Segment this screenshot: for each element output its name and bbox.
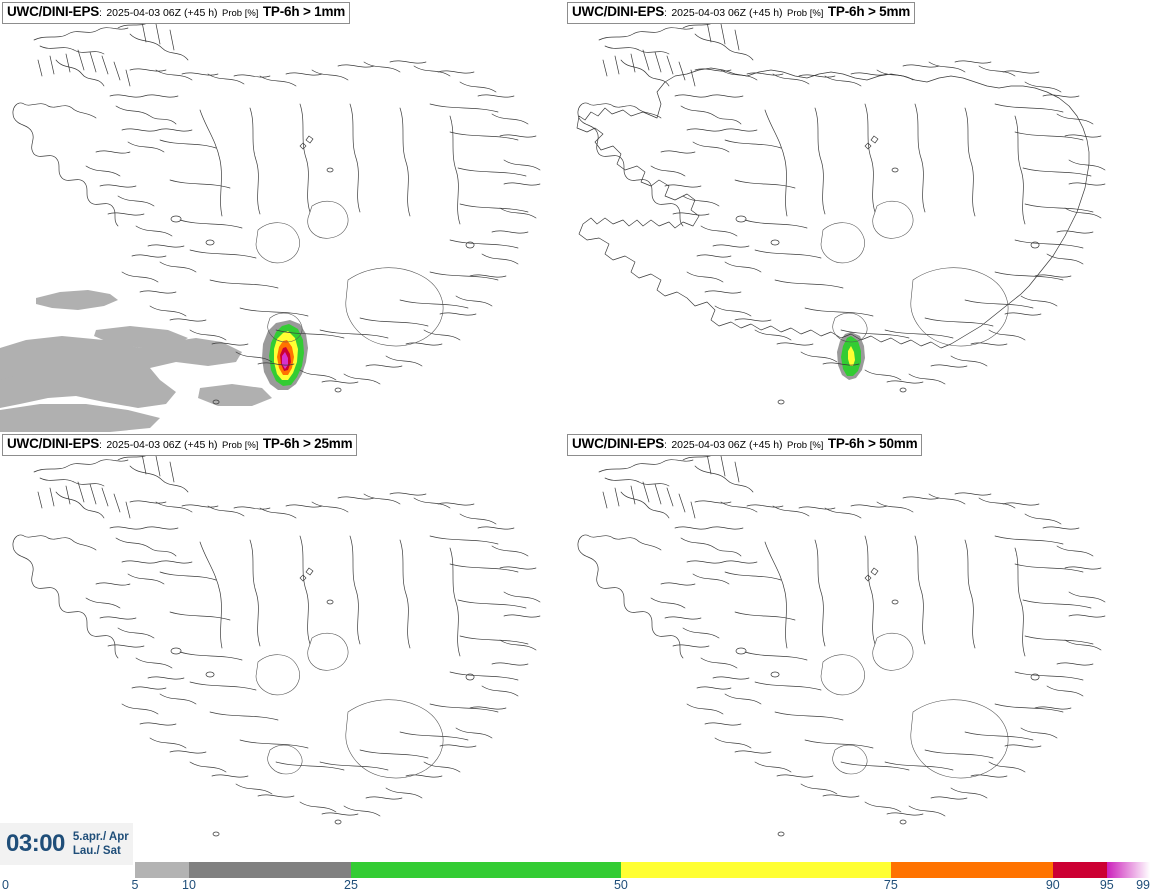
colorbar-segment-5-10 (135, 862, 189, 878)
precip-core-5mm (837, 332, 865, 380)
field-threshold: TP-6h > 50mm (827, 436, 918, 451)
colorbar-tick-75: 75 (883, 878, 898, 891)
probability-colorbar: 0 5 10 25 50 75 90 95 99 (0, 858, 1150, 891)
colorbar-segment-10-25 (188, 862, 351, 878)
colorbar-tick-5: 5 (131, 878, 139, 891)
colorbar-segment-25-50 (350, 862, 621, 878)
colorbar-segment-95-99 (1106, 862, 1150, 878)
model-name: UWC/DINI-EPS (7, 436, 100, 451)
quantity-label: Prob [%] (787, 440, 824, 451)
colorbar-strip (135, 862, 1150, 878)
colorbar-ticks: 0 5 10 25 50 75 90 95 99 (0, 878, 1150, 891)
run-time: 2025-04-03 06Z (+45 h) (671, 439, 783, 451)
colorbar-segment-50-75 (620, 862, 891, 878)
panel-title-1mm: UWC/DINI-EPS: 2025-04-03 06Z (+45 h) Pro… (2, 2, 351, 24)
map-canvas-5mm[interactable] (565, 0, 1140, 432)
precip-core-1mm (262, 320, 308, 390)
prob-field-5mm (837, 332, 865, 380)
field-threshold: TP-6h > 25mm (262, 436, 353, 451)
colorbar-tick-50: 50 (613, 878, 628, 891)
panel-title-5mm: UWC/DINI-EPS: 2025-04-03 06Z (+45 h) Pro… (567, 2, 916, 24)
field-threshold: TP-6h > 1mm (262, 4, 346, 19)
valid-time-box: 03:00 5.apr./ Apr Lau./ Sat (0, 823, 133, 865)
quantity-label: Prob [%] (222, 440, 259, 451)
panel-title-50mm: UWC/DINI-EPS: 2025-04-03 06Z (+45 h) Pro… (567, 434, 923, 456)
valid-time-date-line2: Lau./ Sat (72, 845, 121, 857)
title-separator: : (664, 8, 667, 19)
panel-1mm[interactable]: UWC/DINI-EPS: 2025-04-03 06Z (+45 h) Pro… (0, 0, 575, 432)
iceland-coastline (576, 19, 1106, 405)
colorbar-tick-99: 99 (1136, 878, 1150, 891)
panel-25mm[interactable]: UWC/DINI-EPS: 2025-04-03 06Z (+45 h) Pro… (0, 432, 575, 864)
title-separator: : (99, 440, 102, 451)
quantity-label: Prob [%] (787, 8, 824, 19)
colorbar-segment-90-95 (1052, 862, 1107, 878)
model-name: UWC/DINI-EPS (572, 4, 665, 19)
model-name: UWC/DINI-EPS (572, 436, 665, 451)
colorbar-tick-90: 90 (1045, 878, 1060, 891)
valid-time-date: 5.apr./ Apr Lau./ Sat (73, 830, 129, 859)
field-threshold: TP-6h > 5mm (827, 4, 911, 19)
map-canvas-25mm[interactable] (0, 432, 575, 864)
run-time: 2025-04-03 06Z (+45 h) (671, 7, 783, 19)
colorbar-tick-0: 0 (2, 878, 9, 891)
colorbar-tick-95: 95 (1099, 878, 1114, 891)
panel-50mm[interactable]: UWC/DINI-EPS: 2025-04-03 06Z (+45 h) Pro… (565, 432, 1140, 864)
title-separator: : (664, 440, 667, 451)
valid-time-date-line1: 5.apr./ Apr (72, 830, 129, 843)
iceland-coastline (12, 451, 541, 837)
title-separator: : (99, 8, 102, 19)
iceland-coastline (12, 19, 541, 405)
map-canvas-50mm[interactable] (565, 432, 1140, 864)
colorbar-tick-25: 25 (344, 878, 358, 891)
quantity-label: Prob [%] (222, 8, 259, 19)
run-time: 2025-04-03 06Z (+45 h) (106, 439, 218, 451)
run-time: 2025-04-03 06Z (+45 h) (106, 7, 218, 19)
panel-title-25mm: UWC/DINI-EPS: 2025-04-03 06Z (+45 h) Pro… (2, 434, 358, 456)
panel-5mm[interactable]: UWC/DINI-EPS: 2025-04-03 06Z (+45 h) Pro… (565, 0, 1140, 432)
model-name: UWC/DINI-EPS (7, 4, 100, 19)
colorbar-segment-75-90 (890, 862, 1053, 878)
iceland-coastline (577, 451, 1106, 837)
colorbar-tick-10: 10 (182, 878, 196, 891)
map-canvas-1mm[interactable] (0, 0, 575, 432)
valid-time-hour: 03:00 (6, 830, 65, 857)
